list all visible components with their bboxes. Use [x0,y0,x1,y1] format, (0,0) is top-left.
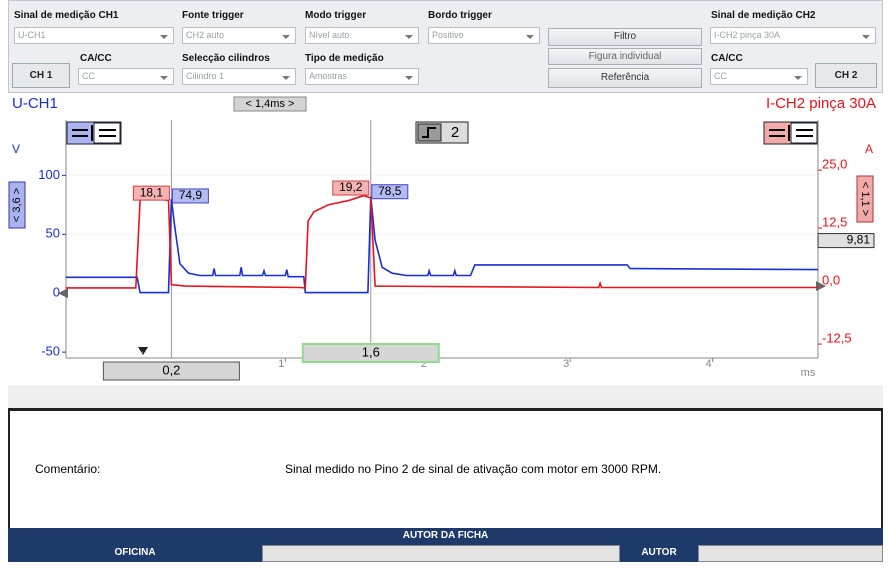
cylinder-select[interactable]: Cilindro 1 [182,68,296,85]
cursor-time-box [301,343,440,363]
y-scale-box[interactable] [8,181,26,229]
trigger-level-label: 9,81 [847,233,871,247]
measurement-type-select[interactable]: Amostras [305,68,419,85]
trigger-position-marker [138,347,148,355]
trigger-edge-label: Bordo trigger [428,10,492,21]
cursor-time-label: 0,2 [162,362,180,377]
ch1-icon[interactable] [66,121,122,145]
measurement-type-label: Tipo de medição [305,53,384,64]
trigger-icon[interactable] [415,121,469,144]
y-scale-label: < 3,6 > [11,188,23,222]
y-axis-unit: V [12,142,20,156]
trigger-edge-select[interactable]: Positivo [428,27,540,44]
footer-title: AUTOR DA FICHA [8,528,883,545]
y2-scale-box[interactable] [856,175,874,223]
ch1-coupling-label: CA/CC [80,53,112,64]
series-line [66,196,819,294]
ch2-coupling-select[interactable]: CC [710,68,808,85]
ch2-coupling-label: CA/CC [711,53,743,64]
x-tick-label: 4 [706,358,712,370]
time-window: < 1,4ms > [246,98,295,110]
ch2-icon[interactable] [763,121,819,145]
frame-left [8,411,10,562]
ch2-readout: 19,2 [339,180,363,194]
trigger-source-label: Fonte trigger [182,10,244,21]
y2-axis-unit: A [865,142,873,156]
ch2-select[interactable]: I-CH2 pinça 30A [710,27,876,44]
x-tick-label: 3 [563,358,569,370]
y-tick-label: 50 [46,226,60,241]
x-tick-label: 1 [278,358,284,370]
ch1-title: U-CH1 [12,95,58,112]
trigger-channel: 2 [451,124,459,141]
comment-label: Comentário: [35,462,101,476]
separator-line [8,408,883,411]
ch1-readout-box [371,184,409,200]
cursor-time-box [102,361,240,381]
ch2-readout-box [132,185,170,201]
ch1-button[interactable]: CH 1 [12,63,70,88]
filter-button[interactable]: Filtro [548,28,702,46]
y2-tick-label: 25,0 [822,157,847,172]
y2-scale-label: < 1,1 > [859,182,871,216]
trigger-level-box [817,233,875,249]
y-tick-label: -50 [41,344,60,359]
frame-right [881,411,883,562]
cursor-time-label: 1,6 [362,344,380,359]
separator-band [8,385,883,409]
oscilloscope-chart: U-CH1 I-CH2 pinça 30A < 1,4ms > 2 V A ms… [8,95,883,385]
x-tick-label: 2 [421,358,427,370]
ch2-readout: 18,1 [140,185,164,199]
ch2-label: Sinal de medição CH2 [711,10,816,21]
ch2-zero-marker [816,281,826,292]
y-tick-label: 0 [53,285,60,300]
ch1-zero-marker [58,288,68,299]
ch2-title: I-CH2 pinça 30A [766,95,876,112]
reference-button[interactable]: Referência [548,68,702,88]
y2-tick-label: 12,5 [822,215,847,230]
trigger-mode-label: Modo trigger [305,10,367,21]
y2-tick-label: 0,0 [822,273,840,288]
y2-tick-label: -12,5 [822,331,852,346]
ch1-readout: 78,5 [378,184,402,198]
time-window-box[interactable] [233,96,307,112]
y-tick-label: 100 [38,167,60,182]
trigger-mode-select[interactable]: Nível auto. [305,27,419,44]
ch2-button[interactable]: CH 2 [815,63,877,88]
ch1-label: Sinal de medição CH1 [14,10,119,21]
ch1-select[interactable]: U-CH1 [14,27,174,44]
ch2-readout-box [332,180,370,196]
author-label: AUTOR [620,545,698,562]
ch1-readout-box [171,188,209,204]
workshop-field[interactable] [262,545,620,562]
ch1-coupling-select[interactable]: CC [78,68,174,85]
author-field[interactable] [698,545,883,562]
cylinder-label: Selecção cilindros [182,53,270,64]
workshop-label: OFICINA [8,545,262,562]
trigger-source-select[interactable]: CH2 auto [182,27,296,44]
comment-text: Sinal medido no Pino 2 de sinal de ativa… [285,462,662,476]
ch1-readout: 74,9 [179,188,203,202]
x-axis-unit: ms [801,367,816,379]
single-figure-button[interactable]: Figura individual [548,48,702,65]
